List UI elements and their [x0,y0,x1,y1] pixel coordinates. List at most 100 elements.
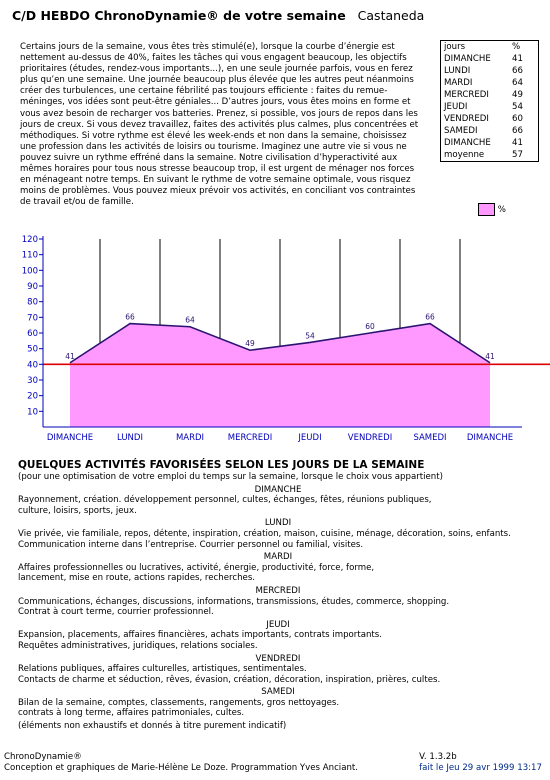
chart-legend: % [478,203,506,216]
activity-line: Relations publiques, affaires culturelle… [18,664,307,675]
activities-section: QUELQUES ACTIVITÉS FAVORISÉES SELON LES … [18,458,538,732]
stats-value: 64 [512,78,523,88]
stats-day: moyenne [444,150,485,160]
activity-line: Contrat à court terme, courrier professi… [18,607,214,618]
chart-x-tick-label: SAMEDI [413,433,446,443]
stats-value: 41 [512,54,523,64]
stats-row: VENDREDI 60 [441,113,538,125]
stats-row: JEUDI 54 [441,101,538,113]
stats-row: SAMEDI 66 [441,125,538,137]
chart-x-tick-label: DIMANCHE [467,433,513,443]
stats-header-day: jours [444,42,466,52]
activity-line: lancement, mise en route, actions rapide… [18,573,256,584]
chart-data-label: 54 [305,331,315,340]
chart-data-label: 41 [65,352,75,361]
chart-y-tick-label: 30 [27,376,38,386]
chart-x-tick-label: DIMANCHE [47,433,93,443]
activity-line: Contacts de charme et séduction, rêves, … [18,674,441,685]
chart-data-label: 49 [245,339,255,348]
footer-date: fait le Jeu 29 avr 1999 13:17 [419,762,542,773]
activity-line: culture, loisirs, sports, jeux. [18,505,137,516]
stats-row: MERCREDI 49 [441,89,538,101]
chart-data-label: 66 [425,313,435,322]
chart-data-label: 66 [125,313,135,322]
stats-row: LUNDI 66 [441,65,538,77]
chart-area-fill [70,323,490,427]
legend-label: % [497,205,506,215]
page-title: C/D HEBDO ChronoDynamie® de votre semain… [12,8,424,23]
stats-row: MARDI 64 [441,77,538,89]
chart-x-tick-label: JEUDI [297,433,321,443]
activity-day-heading: MARDI [263,552,293,563]
activity-day-heading: SAMEDI [261,687,295,698]
chart-x-tick-label: MARDI [176,433,204,443]
chart-data-label: 60 [365,322,375,331]
stats-day: LUNDI [444,66,471,76]
stats-header-row: jours % [441,41,538,53]
chart-y-tick-label: 50 [27,345,38,355]
activity-line: contrats à long terme, affaires patrimon… [18,708,245,719]
footer-brand: ChronoDynamie® [4,752,82,762]
footer-authors: Conception et graphiques de Marie-Hélène… [4,762,359,773]
stats-value: 66 [512,126,523,136]
legend-swatch [478,203,495,216]
activity-line: Communications, échanges, discussions, i… [18,596,450,607]
activity-line: Expansion, placements, affaires financiè… [18,630,383,641]
title-main: C/D HEBDO ChronoDynamie® de votre semain… [12,8,346,23]
activities-days: DIMANCHE Rayonnement, création. développe… [18,485,538,719]
activity-day-heading: DIMANCHE [254,484,302,495]
stats-value: 60 [512,114,523,124]
stats-day: JEUDI [444,102,468,112]
chart-y-tick-label: 90 [27,282,38,292]
stats-value: 66 [512,66,523,76]
activity-line: Bilan de la semaine, comptes, classement… [18,697,340,708]
chart-data-label: 64 [185,316,195,325]
stats-row: moyenne 57 [441,149,538,161]
activities-note: (éléments non exhaustifs et donnés à tit… [18,721,287,732]
stats-value: 49 [512,90,523,100]
stats-value: 41 [512,138,523,148]
stats-day: DIMANCHE [444,138,491,148]
activities-subtitle: (pour une optimisation de votre emploi d… [18,472,443,482]
author-name: Castaneda [357,8,425,23]
activity-line: Vie privée, vie familiale, repos, détent… [18,528,511,539]
intro-paragraph: Certains jours de la semaine, vous êtes … [20,42,419,208]
stats-value: 57 [512,150,523,160]
activity-line: Affaires professionnelles ou lucratives,… [18,562,375,573]
activity-day-heading: LUNDI [264,518,292,529]
energy-chart: 10 20 30 40 50 60 70 80 90 100 110 120 DIMANCHE LUNDI… [22,235,550,443]
footer-version: V. 1.3.2b [419,752,457,762]
activity-day-heading: VENDREDI [255,653,301,664]
chart-y-tick-label: 80 [27,298,38,308]
activities-title: QUELQUES ACTIVITÉS FAVORISÉES SELON LES … [18,459,425,471]
chart-y-tick-label: 40 [27,360,38,370]
chart-y-tick-label: 70 [27,313,38,323]
chart-x-tick-label: MERCREDI [228,433,272,443]
stats-day: MERCREDI [444,90,489,100]
stats-day: VENDREDI [444,114,489,124]
chart-x-tick-label: LUNDI [117,433,143,443]
footer-credits: ChronoDynamie® Conception et graphiques … [4,752,358,773]
activity-day-heading: JEUDI [266,619,290,630]
stats-day: MARDI [444,78,473,88]
stats-day: SAMEDI [444,126,478,136]
chart-y-tick-label: 10 [27,407,38,417]
chart-data-label: 41 [485,352,495,361]
chart-x-tick-label: VENDREDI [348,433,392,443]
chart-y-tick-label: 60 [27,329,38,339]
chart-y-tick-label: 120 [22,235,38,245]
chart-series-line [69,322,491,364]
stats-value: 54 [512,102,523,112]
stats-header-percent: % [512,42,521,52]
stats-day: DIMANCHE [444,54,491,64]
chart-y-tick-label: 100 [22,266,38,276]
footer-meta: V. 1.3.2b fait le Jeu 29 avr 1999 13:17 [419,752,542,773]
activity-line: Communication interne dans l’entreprise.… [18,539,364,550]
chart-y-tick-label: 20 [27,392,38,402]
stats-table: jours % DIMANCHE 41 LUNDI 66 MARDI 64 MERCREDI… [440,40,539,162]
stats-row: DIMANCHE 41 [441,137,538,149]
activity-line: Requêtes administratives, juridiques, re… [18,640,258,651]
stats-row: DIMANCHE 41 [441,53,538,65]
activity-line: Rayonnement, création. développement per… [18,495,432,506]
chart-y-tick-label: 110 [22,251,38,261]
